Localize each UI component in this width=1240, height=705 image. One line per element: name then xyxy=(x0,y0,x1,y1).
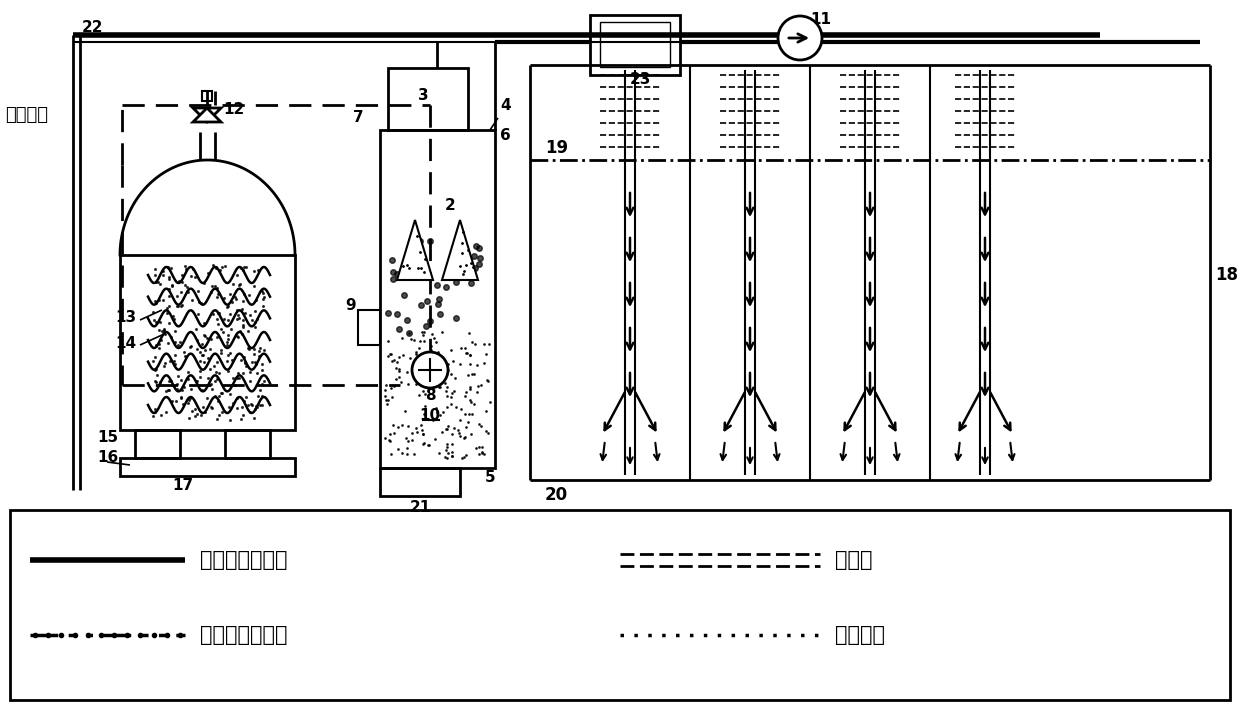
Polygon shape xyxy=(441,220,477,280)
Text: 4: 4 xyxy=(500,97,511,113)
Text: 接生活区: 接生活区 xyxy=(5,106,48,124)
Bar xyxy=(120,458,295,476)
Text: 9: 9 xyxy=(345,298,356,312)
Text: 10: 10 xyxy=(419,407,440,422)
Bar xyxy=(379,468,460,496)
Text: 15: 15 xyxy=(97,431,118,446)
Text: 11: 11 xyxy=(810,13,831,27)
Text: 16: 16 xyxy=(97,450,118,465)
Text: 7: 7 xyxy=(353,111,363,125)
Bar xyxy=(224,430,270,458)
Circle shape xyxy=(412,352,448,388)
Text: 20: 20 xyxy=(546,486,568,504)
Text: 厌氧反应出水管: 厌氧反应出水管 xyxy=(200,625,288,645)
Text: 1: 1 xyxy=(428,352,439,367)
Text: 23: 23 xyxy=(630,73,651,87)
Bar xyxy=(358,310,379,345)
Text: 13: 13 xyxy=(115,310,136,326)
Text: 3: 3 xyxy=(418,87,429,102)
Text: 5: 5 xyxy=(485,470,496,486)
Polygon shape xyxy=(193,108,221,122)
Text: 14: 14 xyxy=(115,336,136,350)
Bar xyxy=(135,430,180,458)
Text: 2: 2 xyxy=(445,197,456,212)
Text: 8: 8 xyxy=(424,388,435,403)
Bar xyxy=(379,130,495,468)
Bar xyxy=(600,22,670,67)
Bar xyxy=(202,91,212,101)
Text: 12: 12 xyxy=(223,102,244,118)
Text: 6: 6 xyxy=(500,128,511,142)
Bar xyxy=(590,15,680,75)
Text: 17: 17 xyxy=(172,479,193,494)
Bar xyxy=(120,255,295,430)
Bar xyxy=(388,68,467,130)
Text: 沼气管: 沼气管 xyxy=(835,550,873,570)
Text: 21: 21 xyxy=(410,501,432,515)
Polygon shape xyxy=(397,220,433,280)
Bar xyxy=(10,510,1230,700)
Circle shape xyxy=(777,16,822,60)
Text: 19: 19 xyxy=(546,139,568,157)
Text: 热水环路: 热水环路 xyxy=(835,625,885,645)
Text: 18: 18 xyxy=(1215,266,1238,284)
Polygon shape xyxy=(193,108,221,122)
Text: 22: 22 xyxy=(82,20,103,35)
Text: 厌氧反应进水管: 厌氧反应进水管 xyxy=(200,550,288,570)
